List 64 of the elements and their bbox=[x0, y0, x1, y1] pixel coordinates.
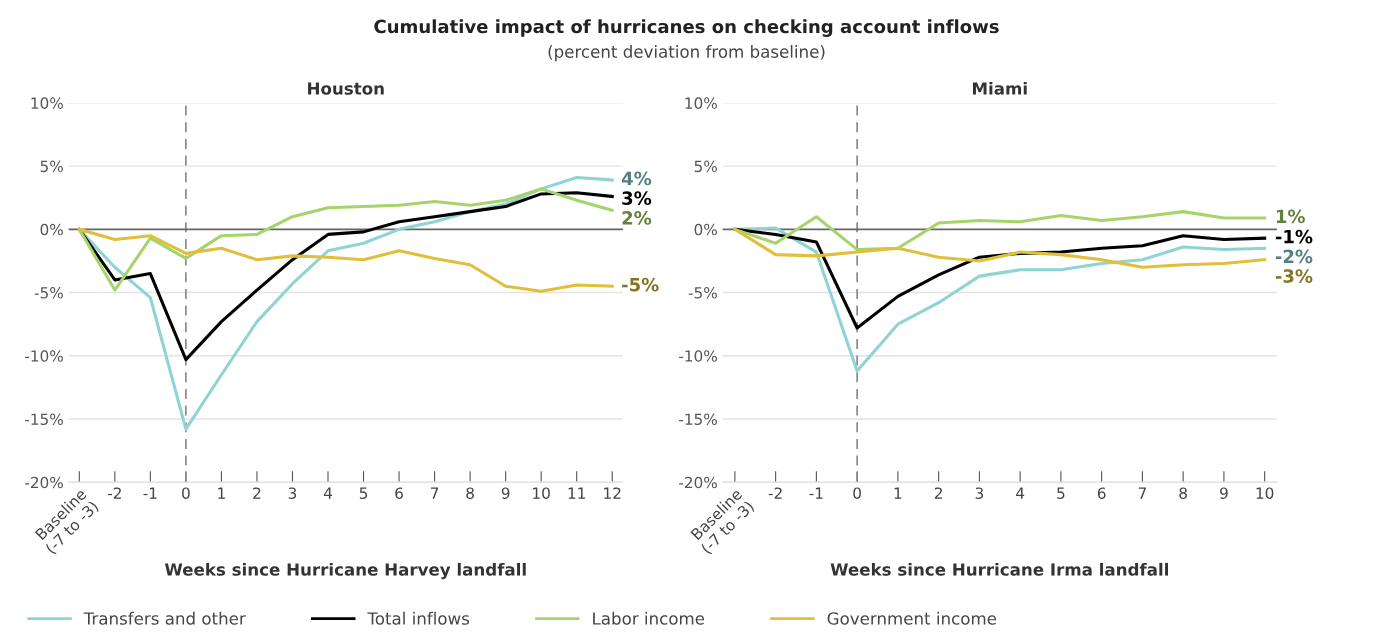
chart-title: Miami bbox=[972, 81, 1027, 95]
y-tick-label: -20% bbox=[25, 476, 63, 489]
x-tick-label: 2 bbox=[253, 487, 261, 499]
y-tick-label: 5% bbox=[40, 160, 63, 173]
annotation: -5% bbox=[622, 277, 659, 292]
x-axis-title: Weeks since Hurricane Irma landfall bbox=[830, 562, 1168, 576]
x-tick-label: 10 bbox=[533, 487, 550, 499]
x-tick-label: 3 bbox=[975, 487, 984, 499]
chart-title: Houston bbox=[308, 82, 384, 95]
x-tick-label: 0 bbox=[853, 487, 861, 499]
line-series bbox=[733, 210, 1267, 252]
y-tick-label: -10% bbox=[25, 350, 63, 362]
x-tick-label: 12 bbox=[604, 487, 621, 499]
legend-label: Government income bbox=[827, 611, 997, 625]
legend-label: Total inflows bbox=[367, 611, 470, 625]
x-tick-label: 9 bbox=[501, 487, 510, 499]
annotation: -3% bbox=[1275, 269, 1313, 283]
x-tick-label: 1 bbox=[218, 487, 225, 499]
y-tick-label: -15% bbox=[25, 413, 63, 426]
line-series bbox=[733, 227, 1267, 269]
x-tick-label: 4 bbox=[323, 487, 333, 499]
text: (percent deviation from baseline) bbox=[548, 45, 825, 62]
x-tick-label: -1 bbox=[143, 487, 157, 499]
y-tick-label: 5% bbox=[694, 160, 717, 173]
x-tick-label: 0 bbox=[182, 487, 190, 499]
x-tick-label: 3 bbox=[288, 487, 297, 499]
x-tick-label: 6 bbox=[395, 487, 403, 499]
x-tick-label: 4 bbox=[1016, 487, 1025, 499]
y-tick-label: 10% bbox=[685, 97, 717, 109]
annotation: 1% bbox=[1276, 209, 1305, 224]
y-tick-label: -20% bbox=[679, 476, 717, 489]
x-tick-label: 6 bbox=[1097, 487, 1106, 499]
annotation: 2% bbox=[622, 211, 652, 225]
x-tick-label: 11 bbox=[568, 487, 586, 499]
legend-label: Transfers and other bbox=[83, 611, 246, 625]
y-tick-label: 10% bbox=[31, 97, 63, 109]
x-tick-label: 7 bbox=[430, 487, 439, 499]
x-tick-label: 2 bbox=[934, 487, 942, 499]
y-tick-label: -5% bbox=[688, 287, 717, 299]
line-series bbox=[77, 187, 614, 292]
x-tick-label: 8 bbox=[1179, 487, 1187, 499]
x-tick-label: 9 bbox=[1220, 487, 1228, 499]
y-tick-label: 0% bbox=[694, 223, 717, 236]
x-tick-label: 5 bbox=[1057, 487, 1065, 499]
text: Cumulative impact of hurricanes on checking account inflows bbox=[374, 19, 999, 37]
x-tick-label: 8 bbox=[466, 487, 474, 499]
x-tick-label: 5 bbox=[359, 487, 368, 499]
line-series bbox=[77, 227, 614, 293]
x-axis-title: Weeks since Hurricane Harvey landfall bbox=[164, 562, 526, 580]
x-tick-label: 7 bbox=[1138, 487, 1146, 499]
x-tick-label: 1 bbox=[894, 487, 902, 499]
x-tick-label: -2 bbox=[107, 487, 121, 499]
x-tick-label: 10 bbox=[1256, 487, 1274, 499]
y-tick-label: 0% bbox=[40, 223, 63, 236]
y-tick-label: -10% bbox=[679, 350, 717, 362]
annotation: -2% bbox=[1275, 249, 1313, 264]
x-tick-label: -2 bbox=[768, 487, 782, 499]
annotation: -1% bbox=[1275, 229, 1313, 244]
annotation: 4% bbox=[621, 171, 652, 186]
legend-label: Labor income bbox=[593, 611, 705, 625]
x-tick-label: -1 bbox=[809, 487, 823, 499]
y-tick-label: -15% bbox=[679, 413, 717, 426]
annotation: 3% bbox=[622, 191, 652, 205]
y-tick-label: -5% bbox=[34, 287, 63, 299]
